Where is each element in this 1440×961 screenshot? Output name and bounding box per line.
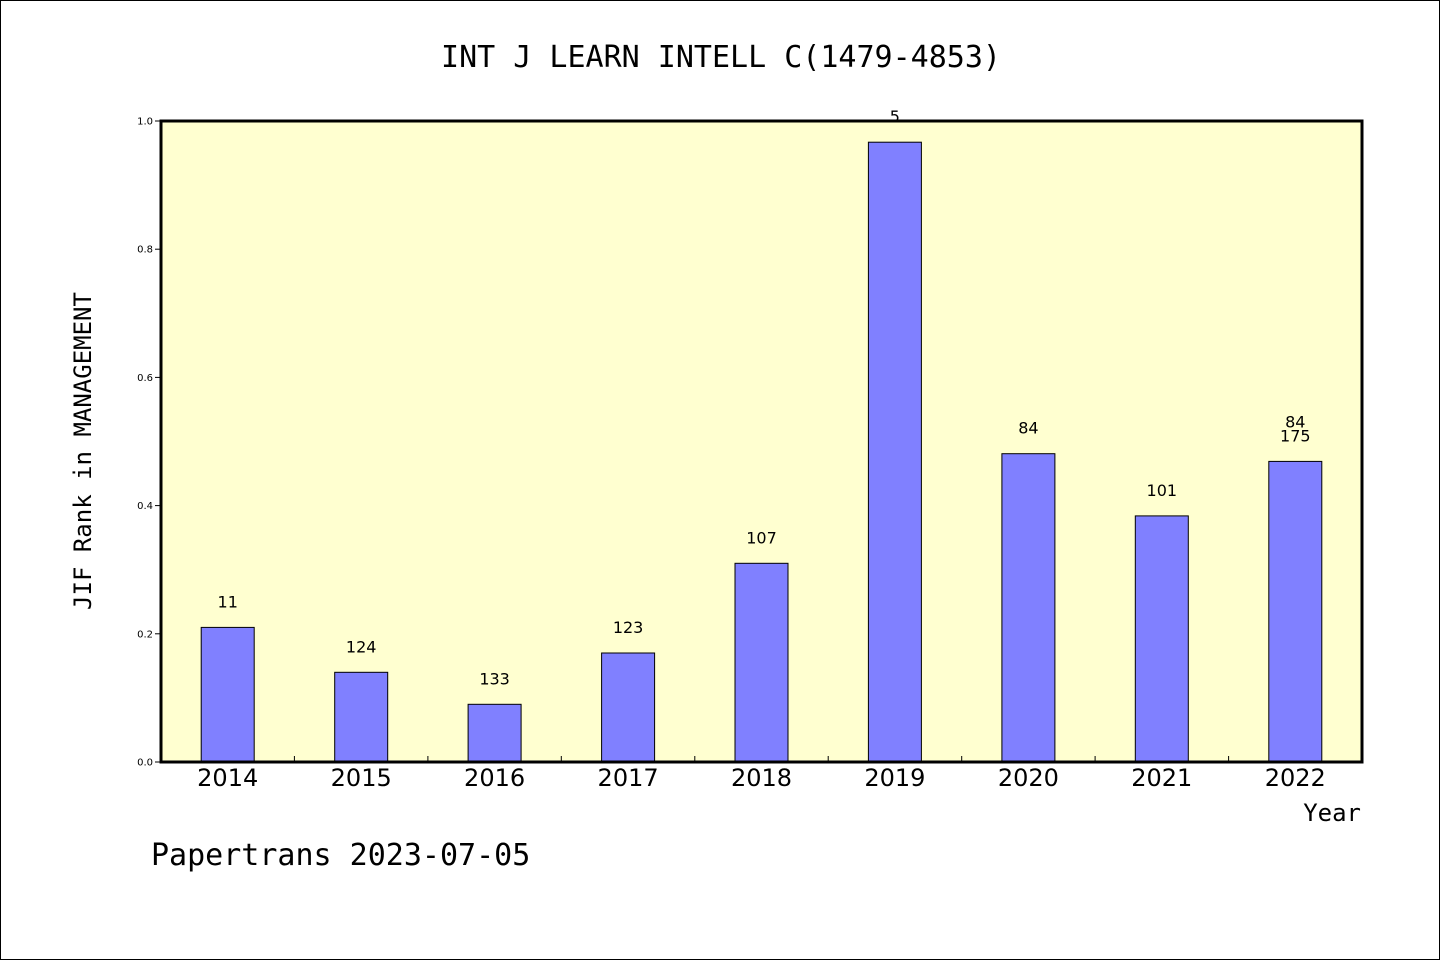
y-tick-label-0.8: 0.8 (137, 245, 153, 256)
bar-label-2020: 84 (1018, 419, 1038, 438)
x-tick-label-2014: 2014 (197, 764, 258, 792)
x-tick-label-2020: 2020 (998, 764, 1059, 792)
chart-title: INT J LEARN INTELL C(1479-4853) (441, 40, 1001, 75)
y-tick-label-0.0: 0.0 (137, 758, 153, 769)
bars-group (200, 141, 1323, 763)
y-axis: 0.0 0.2 0.4 0.6 0.8 1.0 (137, 117, 161, 769)
x-tick-label-2016: 2016 (464, 764, 525, 792)
x-axis: 2014 2015 2016 2017 2018 2019 2020 2021 2022 (197, 756, 1326, 792)
x-tick-label-2017: 2017 (598, 764, 659, 792)
y-tick-label-1.0: 1.0 (137, 117, 153, 128)
x-axis-title: Year (1303, 799, 1361, 827)
plot-border (159, 119, 1364, 764)
bar-2017 (601, 652, 656, 763)
x-tick-label-2019: 2019 (864, 764, 925, 792)
footer-credit: Papertrans 2023-07-05 (151, 838, 530, 873)
y-tick-label-0.4: 0.4 (137, 501, 153, 512)
bar-label-2017: 123 (613, 618, 644, 637)
bar-2021 (1134, 515, 1189, 763)
bar-2022 (1268, 460, 1323, 763)
y-axis-title: JIF Rank in MANAGEMENT (69, 292, 97, 610)
x-tick-label-2021: 2021 (1131, 764, 1192, 792)
x-tick-label-2022: 2022 (1265, 764, 1326, 792)
bar-label-2014: 11 (218, 592, 238, 611)
bar-2015 (334, 671, 389, 763)
bar-2019 (867, 141, 922, 763)
bar-2020 (1001, 453, 1056, 763)
y-tick-label-0.2: 0.2 (137, 629, 153, 640)
bar-label-2015: 124 (346, 637, 377, 656)
bar-label-2021: 101 (1147, 481, 1178, 500)
bar-2016 (467, 703, 522, 763)
bar-label-2018: 107 (746, 528, 777, 547)
y-tick-label-0.6: 0.6 (137, 373, 153, 384)
bar-2014 (200, 626, 255, 763)
bar-label-2016: 133 (479, 669, 510, 688)
x-tick-label-2018: 2018 (731, 764, 792, 792)
x-tick-label-2015: 2015 (331, 764, 392, 792)
bar-label-2022: 175 (1280, 426, 1311, 445)
bar-label-extra-2022: 84 (1285, 412, 1305, 431)
bar-2018 (734, 562, 789, 763)
bar-label-2019: 5 (890, 107, 900, 126)
